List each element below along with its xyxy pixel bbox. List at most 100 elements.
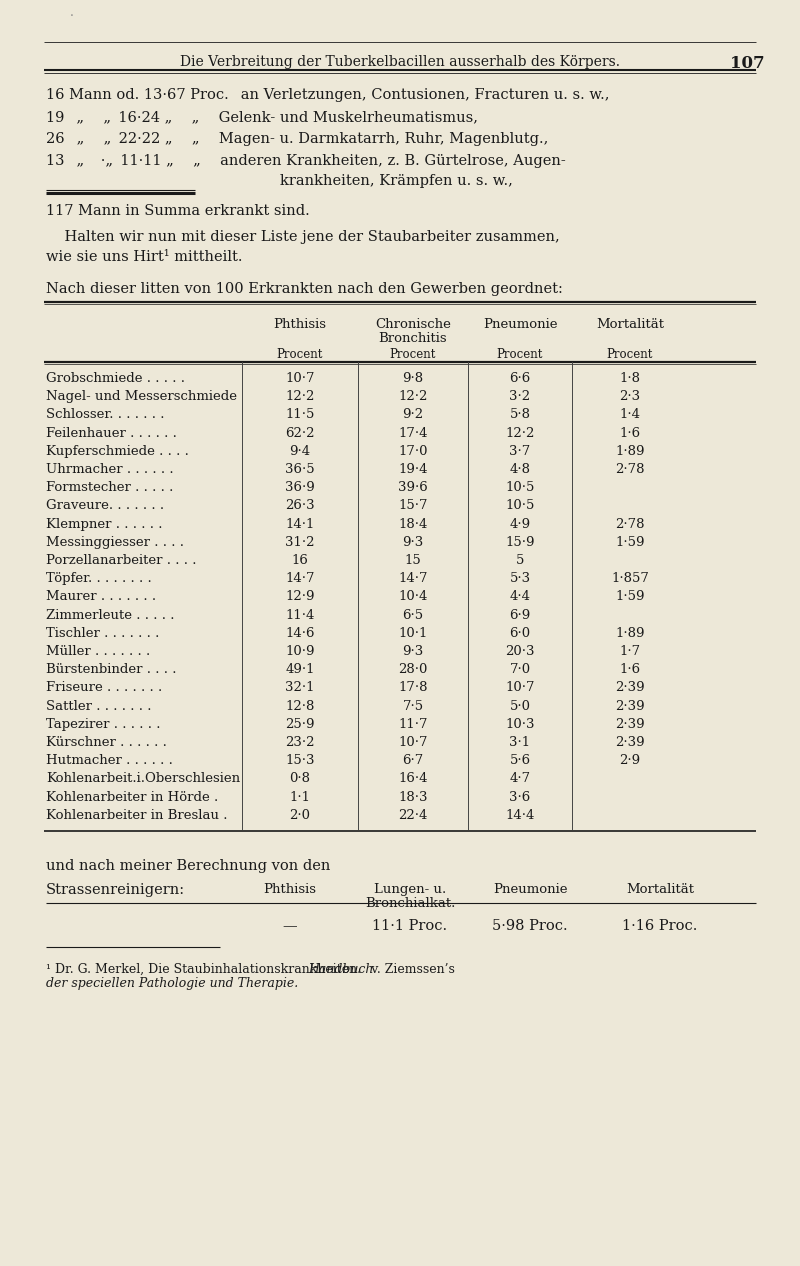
Text: 10·7: 10·7 bbox=[398, 736, 428, 749]
Text: Formstecher . . . . .: Formstecher . . . . . bbox=[46, 481, 174, 494]
Text: 1·89: 1·89 bbox=[615, 627, 645, 639]
Text: 10·1: 10·1 bbox=[398, 627, 428, 639]
Text: 117 Mann in Summa erkrankt sind.: 117 Mann in Summa erkrankt sind. bbox=[46, 204, 310, 218]
Text: Porzellanarbeiter . . . .: Porzellanarbeiter . . . . bbox=[46, 555, 197, 567]
Text: Halten wir nun mit dieser Liste jene der Staubarbeiter zusammen,: Halten wir nun mit dieser Liste jene der… bbox=[46, 230, 560, 244]
Text: 32·1: 32·1 bbox=[286, 681, 314, 694]
Text: 11·1 Proc.: 11·1 Proc. bbox=[373, 919, 447, 933]
Text: 49·1: 49·1 bbox=[286, 663, 314, 676]
Text: 2·78: 2·78 bbox=[615, 518, 645, 530]
Text: 3·6: 3·6 bbox=[510, 790, 530, 804]
Text: 10·7: 10·7 bbox=[286, 372, 314, 385]
Text: 12·2: 12·2 bbox=[506, 427, 534, 439]
Text: 9·4: 9·4 bbox=[290, 444, 310, 458]
Text: 2·78: 2·78 bbox=[615, 463, 645, 476]
Text: 1·857: 1·857 bbox=[611, 572, 649, 585]
Text: 5·6: 5·6 bbox=[510, 755, 530, 767]
Text: 1·4: 1·4 bbox=[619, 409, 641, 422]
Text: Schlosser. . . . . . .: Schlosser. . . . . . . bbox=[46, 409, 165, 422]
Text: 1·1: 1·1 bbox=[290, 790, 310, 804]
Text: 11·7: 11·7 bbox=[398, 718, 428, 730]
Text: 15·9: 15·9 bbox=[506, 536, 534, 548]
Text: Sattler . . . . . . .: Sattler . . . . . . . bbox=[46, 700, 151, 713]
Text: 7·5: 7·5 bbox=[402, 700, 423, 713]
Text: Procent: Procent bbox=[390, 348, 436, 361]
Text: Handbuch: Handbuch bbox=[308, 963, 374, 976]
Text: 2·39: 2·39 bbox=[615, 718, 645, 730]
Text: Kohlenarbeit.i.Oberschlesien: Kohlenarbeit.i.Oberschlesien bbox=[46, 772, 240, 785]
Text: 5: 5 bbox=[516, 555, 524, 567]
Text: 23·2: 23·2 bbox=[286, 736, 314, 749]
Text: 2·9: 2·9 bbox=[619, 755, 641, 767]
Text: 18·3: 18·3 bbox=[398, 790, 428, 804]
Text: 10·9: 10·9 bbox=[286, 644, 314, 658]
Text: 3·2: 3·2 bbox=[510, 390, 530, 403]
Text: 14·1: 14·1 bbox=[286, 518, 314, 530]
Text: 1·8: 1·8 bbox=[619, 372, 641, 385]
Text: 2·3: 2·3 bbox=[619, 390, 641, 403]
Text: Kohlenarbeiter in Hörde .: Kohlenarbeiter in Hörde . bbox=[46, 790, 218, 804]
Text: Strassenreinigern:: Strassenreinigern: bbox=[46, 882, 185, 898]
Text: 13  „   ·„ 11·11 „   „   anderen Krankheiten, z. B. Gürtelrose, Augen-: 13 „ ·„ 11·11 „ „ anderen Krankheiten, z… bbox=[46, 154, 566, 168]
Text: 11·4: 11·4 bbox=[286, 609, 314, 622]
Text: Müller . . . . . . .: Müller . . . . . . . bbox=[46, 644, 150, 658]
Text: Maurer . . . . . . .: Maurer . . . . . . . bbox=[46, 590, 156, 604]
Text: 19  „   „ 16·24 „   „   Gelenk- und Muskelrheumatismus,: 19 „ „ 16·24 „ „ Gelenk- und Muskelrheum… bbox=[46, 110, 478, 124]
Text: Pneumonie: Pneumonie bbox=[493, 882, 567, 896]
Text: 11·5: 11·5 bbox=[286, 409, 314, 422]
Text: ¹ Dr. G. Merkel, Die Staubinhalationskrankheiten.  v. Ziemssen’s: ¹ Dr. G. Merkel, Die Staubinhalationskra… bbox=[46, 963, 461, 976]
Text: 0·8: 0·8 bbox=[290, 772, 310, 785]
Text: 9·8: 9·8 bbox=[402, 372, 423, 385]
Text: Uhrmacher . . . . . .: Uhrmacher . . . . . . bbox=[46, 463, 174, 476]
Text: 26  „   „ 22·22 „   „   Magen- u. Darmkatarrh, Ruhr, Magenblutg.,: 26 „ „ 22·22 „ „ Magen- u. Darmkatarrh, … bbox=[46, 132, 548, 146]
Text: Friseure . . . . . . .: Friseure . . . . . . . bbox=[46, 681, 162, 694]
Text: 12·9: 12·9 bbox=[286, 590, 314, 604]
Text: 10·5: 10·5 bbox=[506, 499, 534, 513]
Text: 17·4: 17·4 bbox=[398, 427, 428, 439]
Text: 3·7: 3·7 bbox=[510, 444, 530, 458]
Text: Messinggiesser . . . .: Messinggiesser . . . . bbox=[46, 536, 184, 548]
Text: Nagel- und Messerschmiede: Nagel- und Messerschmiede bbox=[46, 390, 237, 403]
Text: Zimmerleute . . . . .: Zimmerleute . . . . . bbox=[46, 609, 174, 622]
Text: 1·16 Proc.: 1·16 Proc. bbox=[622, 919, 698, 933]
Text: 12·8: 12·8 bbox=[286, 700, 314, 713]
Text: der speciellen Pathologie und Therapie.: der speciellen Pathologie und Therapie. bbox=[46, 977, 298, 990]
Text: 4·7: 4·7 bbox=[510, 772, 530, 785]
Text: 19·4: 19·4 bbox=[398, 463, 428, 476]
Text: Mortalität: Mortalität bbox=[626, 882, 694, 896]
Text: Tapezirer . . . . . .: Tapezirer . . . . . . bbox=[46, 718, 161, 730]
Text: Nach dieser litten von 100 Erkrankten nach den Gewerben geordnet:: Nach dieser litten von 100 Erkrankten na… bbox=[46, 282, 563, 296]
Text: und nach meiner Berechnung von den: und nach meiner Berechnung von den bbox=[46, 860, 330, 874]
Text: 15: 15 bbox=[405, 555, 422, 567]
Text: 14·7: 14·7 bbox=[286, 572, 314, 585]
Text: 26·3: 26·3 bbox=[285, 499, 315, 513]
Text: 16: 16 bbox=[291, 555, 309, 567]
Text: 7·0: 7·0 bbox=[510, 663, 530, 676]
Text: Kohlenarbeiter in Breslau .: Kohlenarbeiter in Breslau . bbox=[46, 809, 227, 822]
Text: 5·3: 5·3 bbox=[510, 572, 530, 585]
Text: 5·8: 5·8 bbox=[510, 409, 530, 422]
Text: 6·5: 6·5 bbox=[402, 609, 423, 622]
Text: Graveure. . . . . . .: Graveure. . . . . . . bbox=[46, 499, 164, 513]
Text: 39·6: 39·6 bbox=[398, 481, 428, 494]
Text: 17·0: 17·0 bbox=[398, 444, 428, 458]
Text: Phthisis: Phthisis bbox=[274, 318, 326, 330]
Text: 31·2: 31·2 bbox=[286, 536, 314, 548]
Text: Kupferschmiede . . . .: Kupferschmiede . . . . bbox=[46, 444, 189, 458]
Text: 5·0: 5·0 bbox=[510, 700, 530, 713]
Text: 6·9: 6·9 bbox=[510, 609, 530, 622]
Text: Mortalität: Mortalität bbox=[596, 318, 664, 330]
Text: Tischler . . . . . . .: Tischler . . . . . . . bbox=[46, 627, 159, 639]
Text: ·: · bbox=[70, 10, 74, 23]
Text: 2·0: 2·0 bbox=[290, 809, 310, 822]
Text: 4·4: 4·4 bbox=[510, 590, 530, 604]
Text: 15·3: 15·3 bbox=[286, 755, 314, 767]
Text: 10·3: 10·3 bbox=[506, 718, 534, 730]
Text: 9·3: 9·3 bbox=[402, 644, 424, 658]
Text: 6·7: 6·7 bbox=[402, 755, 424, 767]
Text: 2·39: 2·39 bbox=[615, 681, 645, 694]
Text: 5·98 Proc.: 5·98 Proc. bbox=[492, 919, 568, 933]
Text: 12·2: 12·2 bbox=[398, 390, 428, 403]
Text: Bürstenbinder . . . .: Bürstenbinder . . . . bbox=[46, 663, 177, 676]
Text: 20·3: 20·3 bbox=[506, 644, 534, 658]
